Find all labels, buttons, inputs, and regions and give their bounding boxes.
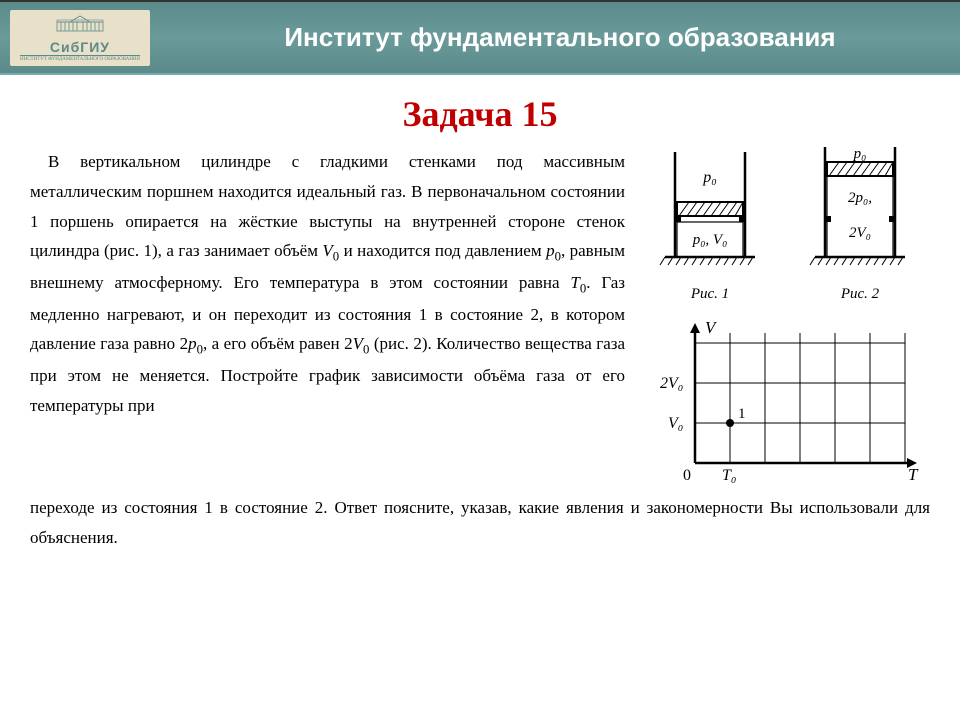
fig2-2v0: 2V₀ bbox=[849, 225, 871, 241]
fig2-p0-top: p₀ bbox=[853, 147, 867, 162]
header-bar: СибГИУ ИНСТИТУТ ФУНДАМЕНТАЛЬНОГО ОБРАЗОВ… bbox=[0, 0, 960, 75]
problem-text-p2: переходе из состояния 1 в состояние 2. О… bbox=[30, 498, 930, 547]
cylinder-2-svg: p₀ 2p₀, 2V₀ bbox=[805, 147, 915, 277]
content-area: Задача 15 В вертикальном цилиндре с глад… bbox=[0, 75, 960, 573]
graph-2v0-label: 2V₀ bbox=[660, 375, 683, 392]
graph-origin-label: 0 bbox=[683, 467, 691, 484]
graph-point-1-label: 1 bbox=[738, 406, 746, 422]
fig1-p0-top: p₀ bbox=[702, 169, 717, 186]
cylinders-row: p₀ p₀, V₀ Рис. 1 bbox=[640, 147, 930, 303]
logo-text: СибГИУ bbox=[20, 39, 140, 55]
graph-v0-label: V₀ bbox=[668, 415, 683, 432]
graph-t0-label: T₀ bbox=[722, 467, 736, 484]
figure-2: p₀ 2p₀, 2V₀ Рис. 2 bbox=[805, 147, 915, 303]
fig1-caption: Рис. 1 bbox=[655, 286, 765, 303]
fig1-box-label: p₀, V₀ bbox=[692, 232, 728, 248]
fig2-2p0: 2p₀, bbox=[848, 190, 872, 206]
header-title: Институт фундаментального образования bbox=[170, 22, 950, 53]
graph-point-1 bbox=[726, 419, 734, 427]
problem-text-column: В вертикальном цилиндре с гладкими стенк… bbox=[30, 147, 625, 493]
logo-block: СибГИУ ИНСТИТУТ ФУНДАМЕНТАЛЬНОГО ОБРАЗОВ… bbox=[10, 10, 150, 66]
cylinder-1-svg: p₀ p₀, V₀ bbox=[655, 147, 765, 277]
body-wrap: В вертикальном цилиндре с гладкими стенк… bbox=[30, 147, 930, 493]
building-icon bbox=[55, 14, 105, 32]
fig2-caption: Рис. 2 bbox=[805, 286, 915, 303]
problem-text-continuation: переходе из состояния 1 в состояние 2. О… bbox=[30, 493, 930, 553]
graph-y-axis-label: V bbox=[705, 318, 718, 337]
problem-title: Задача 15 bbox=[30, 93, 930, 135]
logo-subtitle: ИНСТИТУТ ФУНДАМЕНТАЛЬНОГО ОБРАЗОВАНИЯ bbox=[20, 55, 140, 62]
problem-text-p1: В вертикальном цилиндре с гладкими стенк… bbox=[30, 147, 625, 421]
vt-graph: V T 2V₀ V₀ 0 T₀ 1 bbox=[650, 318, 920, 488]
graph-x-axis-label: T bbox=[908, 465, 919, 484]
figures-column: p₀ p₀, V₀ Рис. 1 bbox=[640, 147, 930, 493]
graph-wrap: V T 2V₀ V₀ 0 T₀ 1 bbox=[640, 318, 930, 493]
figure-1: p₀ p₀, V₀ Рис. 1 bbox=[655, 147, 765, 303]
